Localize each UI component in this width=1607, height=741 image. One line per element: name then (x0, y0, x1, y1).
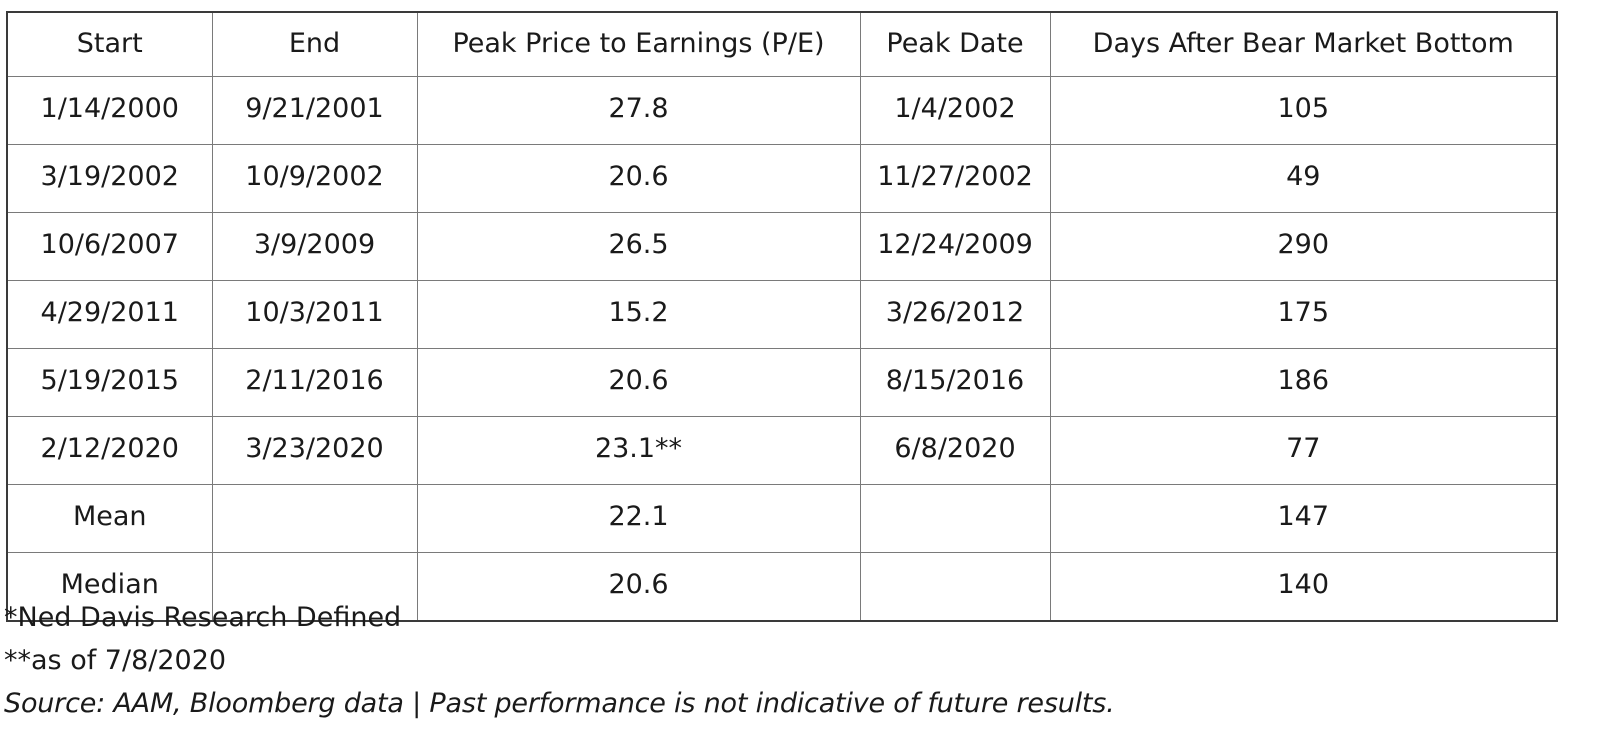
cell-start: 3/19/2002 (6, 144, 213, 213)
column-header-start: Start (6, 11, 213, 77)
table-notes: *Ned Davis Research Defined **as of 7/8/… (4, 596, 1115, 725)
table-row: 1/14/2000 9/21/2001 27.8 1/4/2002 105 (6, 76, 1558, 145)
cell-start: 1/14/2000 (6, 76, 213, 145)
cell-days-after-bottom: 186 (1049, 348, 1558, 417)
cell-days-after-bottom: 140 (1049, 552, 1558, 622)
cell-end: 2/11/2016 (211, 348, 418, 417)
cell-end (211, 552, 418, 622)
cell-end: 3/23/2020 (211, 416, 418, 485)
bear-market-table-container: Start End Peak Price to Earnings (P/E) P… (6, 11, 1558, 622)
table-row-mean: Mean 22.1 147 (6, 484, 1558, 553)
cell-peak-pe: 23.1** (416, 416, 861, 485)
cell-end: 10/9/2002 (211, 144, 418, 213)
cell-days-after-bottom: 290 (1049, 212, 1558, 281)
cell-peak-date (859, 552, 1051, 622)
source-disclaimer: Source: AAM, Bloomberg data | Past perfo… (4, 688, 1115, 719)
cell-peak-pe: 20.6 (416, 552, 861, 622)
cell-peak-date: 8/15/2016 (859, 348, 1051, 417)
column-header-end: End (211, 11, 418, 77)
bear-market-table: Start End Peak Price to Earnings (P/E) P… (6, 11, 1558, 622)
table-row: 5/19/2015 2/11/2016 20.6 8/15/2016 186 (6, 348, 1558, 417)
cell-end: 3/9/2009 (211, 212, 418, 281)
footnote-ned-davis: *Ned Davis Research Defined (4, 602, 402, 633)
cell-summary-label: Mean (6, 484, 213, 553)
cell-start: 10/6/2007 (6, 212, 213, 281)
cell-start: 4/29/2011 (6, 280, 213, 349)
cell-peak-date: 12/24/2009 (859, 212, 1051, 281)
cell-peak-pe: 15.2 (416, 280, 861, 349)
cell-end: 10/3/2011 (211, 280, 418, 349)
cell-end: 9/21/2001 (211, 76, 418, 145)
column-header-peak-date: Peak Date (859, 11, 1051, 77)
table-row: 3/19/2002 10/9/2002 20.6 11/27/2002 49 (6, 144, 1558, 213)
cell-peak-date (859, 484, 1051, 553)
cell-peak-date: 11/27/2002 (859, 144, 1051, 213)
cell-peak-pe: 20.6 (416, 348, 861, 417)
cell-peak-date: 1/4/2002 (859, 76, 1051, 145)
cell-summary-label: Median (6, 552, 213, 622)
table-row: 4/29/2011 10/3/2011 15.2 3/26/2012 175 (6, 280, 1558, 349)
cell-peak-pe: 27.8 (416, 76, 861, 145)
cell-days-after-bottom: 77 (1049, 416, 1558, 485)
cell-days-after-bottom: 105 (1049, 76, 1558, 145)
cell-peak-pe: 22.1 (416, 484, 861, 553)
cell-days-after-bottom: 175 (1049, 280, 1558, 349)
cell-end (211, 484, 418, 553)
table-row: 10/6/2007 3/9/2009 26.5 12/24/2009 290 (6, 212, 1558, 281)
cell-days-after-bottom: 147 (1049, 484, 1558, 553)
table-row: 2/12/2020 3/23/2020 23.1** 6/8/2020 77 (6, 416, 1558, 485)
table-header-row: Start End Peak Price to Earnings (P/E) P… (6, 11, 1558, 77)
cell-days-after-bottom: 49 (1049, 144, 1558, 213)
cell-peak-date: 3/26/2012 (859, 280, 1051, 349)
column-header-days-after-bottom: Days After Bear Market Bottom (1049, 11, 1558, 77)
column-header-peak-pe: Peak Price to Earnings (P/E) (416, 11, 861, 77)
cell-peak-date: 6/8/2020 (859, 416, 1051, 485)
cell-peak-pe: 26.5 (416, 212, 861, 281)
footnote-as-of-date: **as of 7/8/2020 (4, 645, 227, 676)
table-row-median: Median 20.6 140 (6, 552, 1558, 622)
cell-start: 5/19/2015 (6, 348, 213, 417)
cell-start: 2/12/2020 (6, 416, 213, 485)
cell-peak-pe: 20.6 (416, 144, 861, 213)
